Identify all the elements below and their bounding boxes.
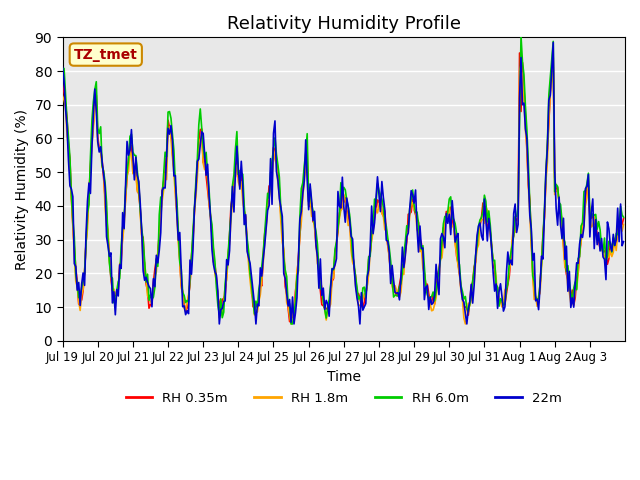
X-axis label: Time: Time — [327, 370, 361, 384]
Text: TZ_tmet: TZ_tmet — [74, 48, 138, 61]
Y-axis label: Relativity Humidity (%): Relativity Humidity (%) — [15, 108, 29, 270]
Title: Relativity Humidity Profile: Relativity Humidity Profile — [227, 15, 461, 33]
Legend: RH 0.35m, RH 1.8m, RH 6.0m, 22m: RH 0.35m, RH 1.8m, RH 6.0m, 22m — [120, 386, 568, 410]
